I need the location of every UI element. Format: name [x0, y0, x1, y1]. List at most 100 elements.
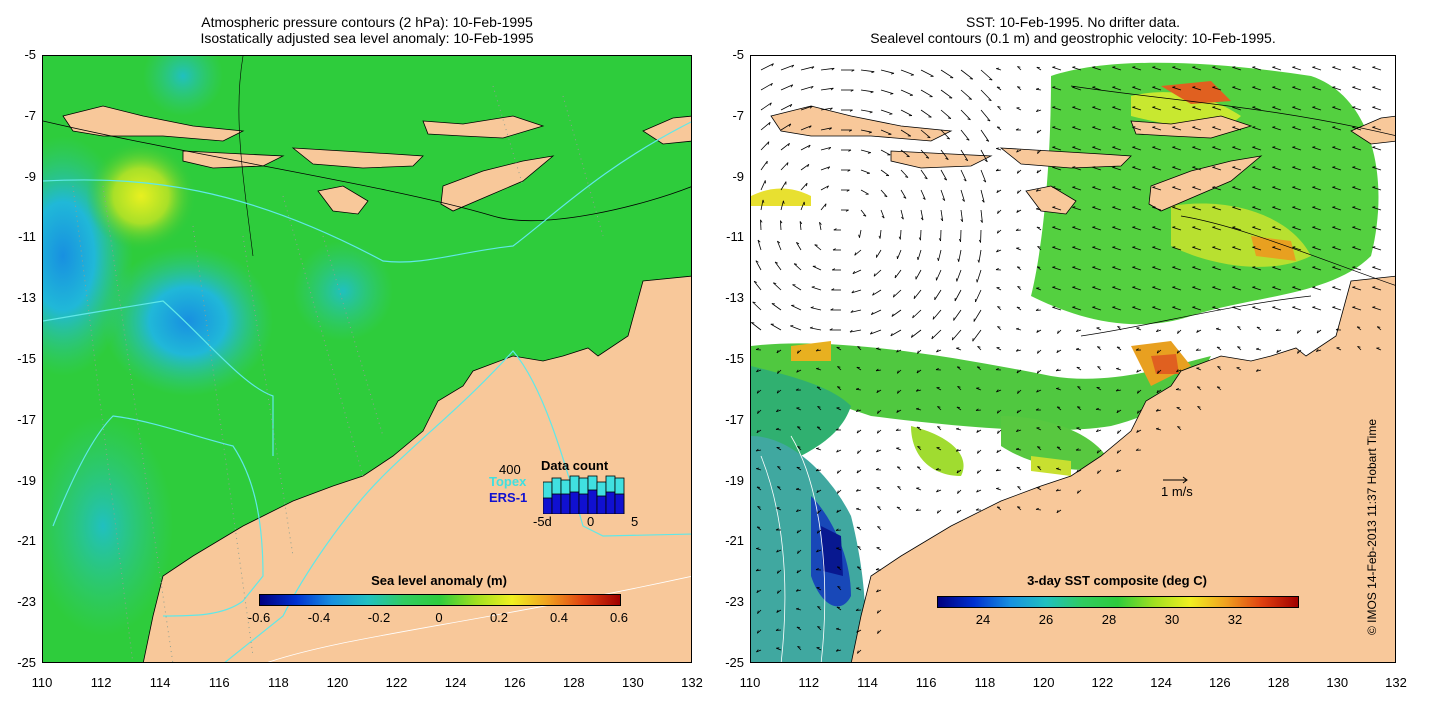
velocity-arrow-head — [830, 87, 834, 91]
velocity-arrow — [880, 129, 892, 135]
data-count-bars — [543, 475, 625, 514]
velocity-arrow — [856, 366, 862, 371]
velocity-arrow-head — [817, 406, 821, 408]
velocity-arrow-head — [1132, 146, 1136, 148]
island-north — [1130, 115, 1253, 139]
velocity-arrow-head — [976, 279, 978, 283]
velocity-arrow-head — [1212, 226, 1216, 228]
velocity-arrow-head — [863, 214, 867, 217]
velocity-arrow-head — [755, 568, 759, 572]
velocity-arrow — [820, 166, 830, 171]
velocity-arrow — [1037, 149, 1042, 154]
velocity-arrow — [860, 109, 873, 113]
velocity-arrow-head — [1092, 66, 1096, 68]
velocity-arrow-head — [811, 66, 815, 69]
velocity-arrow-head — [962, 199, 965, 202]
x-tick-label: 112 — [90, 675, 112, 690]
velocity-arrow — [817, 406, 822, 411]
velocity-arrow-head — [1292, 186, 1296, 188]
velocity-arrow-head — [1175, 388, 1179, 390]
velocity-arrow-head — [835, 428, 839, 431]
velocity-arrow-head — [1332, 126, 1336, 128]
velocity-arrow-head — [1292, 206, 1296, 208]
velocity-arrow-head — [756, 467, 760, 469]
y-tick-label: -17 — [725, 411, 744, 427]
velocity-arrow-head — [1036, 130, 1039, 134]
velocity-arrow — [877, 506, 882, 511]
velocity-arrow-head — [856, 470, 859, 474]
velocity-arrow-head — [825, 203, 827, 207]
velocity-arrow-head — [1272, 266, 1276, 268]
velocity-arrow — [1292, 266, 1302, 271]
velocity-arrow — [1112, 186, 1122, 191]
velocity-arrow-head — [1112, 266, 1116, 268]
velocity-arrow — [1052, 266, 1062, 271]
velocity-arrow-head — [1152, 306, 1156, 308]
velocity-arrow — [880, 189, 888, 198]
velocity-arrow-head — [830, 308, 834, 311]
velocity-arrow — [800, 201, 805, 211]
velocity-arrow-head — [1312, 206, 1316, 208]
velocity-arrow — [880, 69, 895, 74]
velocity-arrow — [920, 69, 934, 77]
velocity-arrow — [1077, 386, 1082, 391]
velocity-arrow-head — [1072, 166, 1076, 168]
velocity-arrow — [836, 509, 842, 513]
velocity-arrow-head — [756, 390, 759, 394]
velocity-arrow-head — [773, 282, 777, 284]
data-count-axis-mid: 0 — [587, 514, 595, 529]
velocity-arrow-head — [1132, 106, 1136, 108]
velocity-arrow — [1017, 189, 1022, 194]
velocity-arrow — [1297, 349, 1302, 354]
y-tick-label: -15 — [725, 351, 744, 366]
velocity-arrow-head — [1312, 186, 1316, 188]
velocity-arrow — [1272, 66, 1282, 71]
velocity-arrow-head — [836, 509, 839, 513]
velocity-arrow-head — [1036, 109, 1039, 112]
velocity-arrow-head — [876, 610, 879, 614]
velocity-arrow — [774, 261, 782, 271]
velocity-arrow-head — [1196, 329, 1199, 333]
velocity-arrow — [1092, 86, 1102, 91]
sla-tick: 0.2 — [489, 610, 509, 625]
velocity-arrow — [1212, 206, 1222, 211]
velocity-arrow-head — [1352, 66, 1356, 68]
velocity-arrow — [954, 289, 962, 302]
velocity-arrow-head — [1312, 146, 1316, 148]
island-north — [422, 115, 545, 139]
velocity-arrow-head — [1332, 186, 1336, 188]
velocity-arrow — [1056, 489, 1062, 492]
velocity-arrow-head — [1315, 349, 1319, 352]
velocity-arrow — [1152, 126, 1162, 131]
velocity-arrow — [1352, 206, 1362, 211]
velocity-arrow — [1316, 329, 1322, 334]
x-tick-label: 110 — [31, 675, 53, 690]
velocity-arrow-head — [1172, 286, 1176, 288]
velocity-arrow — [756, 429, 762, 434]
velocity-arrow-head — [1357, 326, 1361, 328]
velocity-arrow — [879, 229, 882, 239]
velocity-arrow — [1036, 389, 1042, 393]
velocity-arrow-head — [1192, 266, 1196, 268]
velocity-arrow — [1232, 86, 1242, 91]
y-tick-label: -17 — [17, 411, 36, 427]
velocity-arrow — [920, 209, 924, 221]
velocity-arrow-head — [797, 350, 799, 354]
x-tick-label: 132 — [681, 675, 703, 690]
velocity-arrow — [1116, 469, 1122, 473]
velocity-arrow-head — [956, 470, 959, 474]
velocity-arrow-head — [931, 335, 934, 340]
velocity-arrow-head — [1352, 266, 1356, 268]
velocity-arrow-head — [901, 216, 904, 220]
velocity-arrow-head — [1192, 206, 1196, 208]
velocity-arrow — [1016, 369, 1022, 374]
velocity-arrow-head — [1232, 86, 1236, 88]
velocity-arrow-head — [836, 470, 839, 474]
velocity-arrow-head — [873, 273, 876, 277]
velocity-arrow-head — [795, 388, 799, 391]
velocity-arrow-head — [1017, 486, 1021, 488]
velocity-arrow-head — [1015, 327, 1020, 330]
velocity-arrow-head — [1212, 66, 1216, 68]
velocity-arrow — [836, 547, 842, 551]
y-tick-label: -11 — [726, 229, 744, 245]
